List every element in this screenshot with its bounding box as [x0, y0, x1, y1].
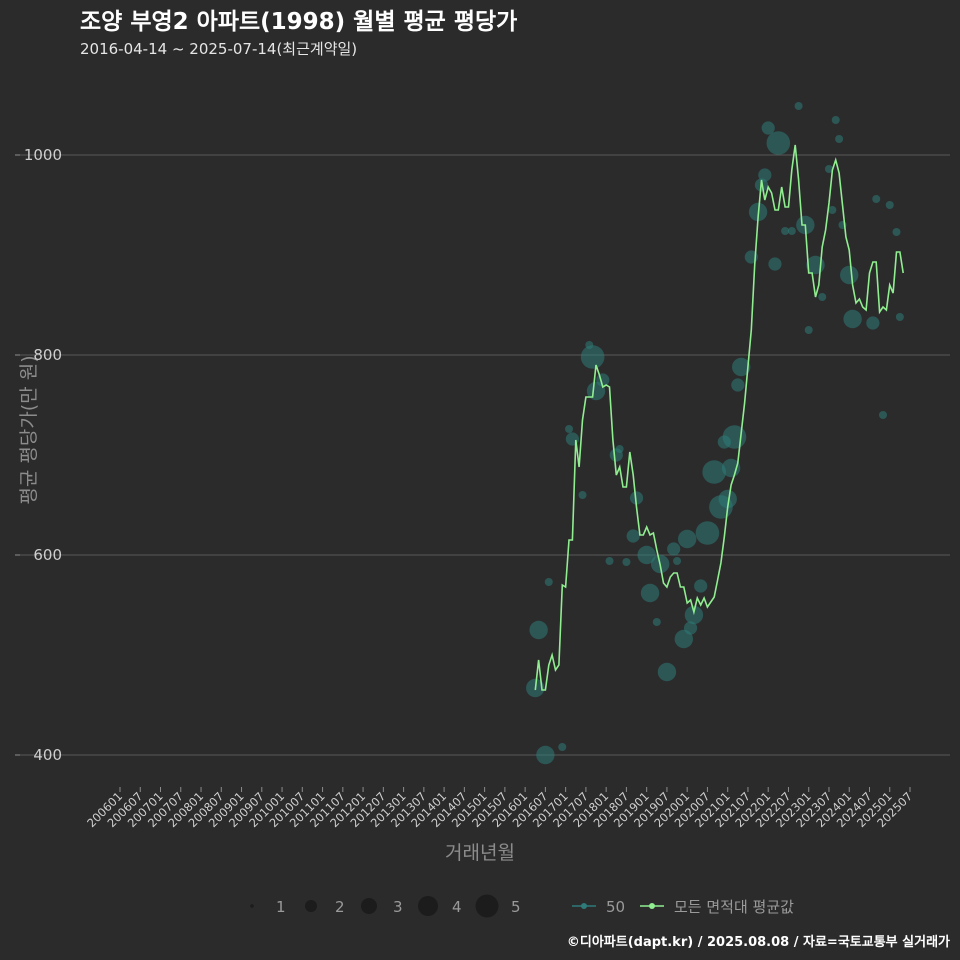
bubble-point	[878, 411, 887, 419]
bubble-point	[626, 529, 640, 543]
bubble-point	[831, 116, 840, 124]
size-legend-label: 4	[452, 898, 462, 916]
bubble-point	[840, 265, 859, 285]
size-legend-marker	[361, 898, 377, 914]
bubble-point	[605, 557, 614, 565]
bubble-point	[895, 313, 904, 321]
bubble-point	[768, 257, 782, 271]
bubble-point	[843, 309, 862, 329]
bubble-point	[580, 345, 605, 369]
size-legend-marker	[305, 900, 317, 912]
bubble-point	[677, 529, 697, 549]
size-legend-label: 2	[335, 898, 345, 916]
chart-subtitle: 2016-04-14 ~ 2025-07-14(최근계약일)	[80, 40, 358, 58]
bubble-point	[558, 743, 567, 751]
bubble-point	[640, 583, 660, 603]
size-legend-label: 5	[511, 898, 521, 916]
bubble-point	[828, 206, 837, 214]
x-axis-label: 거래년월	[445, 842, 515, 864]
y-tick-label: 1000	[24, 146, 62, 164]
y-tick-label: 600	[33, 546, 62, 564]
bubble-point	[781, 227, 790, 235]
bubble-point	[674, 629, 694, 649]
bubble-point	[695, 521, 720, 545]
bubble-point	[694, 579, 708, 593]
bubble-point	[818, 293, 827, 301]
bubble-point	[586, 381, 606, 401]
bubble-point	[794, 102, 803, 110]
bubble-point	[766, 131, 791, 155]
bubble-point	[731, 357, 751, 377]
bubble-point	[615, 445, 624, 453]
bubble-point	[657, 662, 677, 682]
bubble-point	[866, 316, 880, 330]
bubble-point	[892, 228, 901, 236]
bubble-point	[787, 227, 796, 235]
bubble-point	[835, 135, 844, 143]
legend-average-marker	[649, 903, 655, 909]
y-tick-label: 800	[33, 346, 62, 364]
bubble-point	[637, 545, 656, 565]
bubble-point	[722, 425, 747, 449]
bubble-point	[622, 558, 631, 566]
bubble-point	[536, 745, 555, 765]
bubble-point	[629, 491, 644, 505]
y-tick-label: 400	[33, 746, 62, 764]
source-caption: ©디아파트(dapt.kr) / 2025.08.08 / 자료=국토교통부 실…	[566, 935, 950, 950]
bubble-point	[758, 168, 772, 182]
bubble-point	[652, 618, 661, 626]
chart-title: 조양 부영2 아파트(1998) 월별 평균 평당가	[80, 9, 518, 35]
bubble-point	[667, 542, 681, 556]
size-legend-label: 1	[276, 898, 286, 916]
bubble-point	[718, 489, 737, 509]
size-legend-marker	[250, 904, 254, 908]
bubble-point	[544, 578, 553, 586]
bubble-point	[673, 557, 682, 565]
bubble-point	[529, 620, 548, 640]
legend-average-label: 모든 면적대 평균값	[674, 898, 794, 916]
size-legend-marker	[418, 896, 438, 916]
size-legend-label: 3	[393, 898, 403, 916]
average-price-line	[534, 144, 904, 691]
legend-50-label: 50	[606, 898, 625, 916]
bubble-point	[731, 378, 745, 392]
bubble-point	[804, 326, 813, 334]
legend-50-marker	[581, 903, 587, 909]
bubble-point	[824, 165, 833, 173]
bubble-point	[683, 621, 698, 635]
bubble-point	[565, 425, 574, 433]
bubble-point	[761, 121, 775, 135]
bubble-point	[578, 491, 587, 499]
bubble-point	[872, 195, 881, 203]
bubble-point	[885, 201, 894, 209]
bubble-point	[702, 460, 726, 484]
size-legend-marker	[475, 894, 499, 918]
